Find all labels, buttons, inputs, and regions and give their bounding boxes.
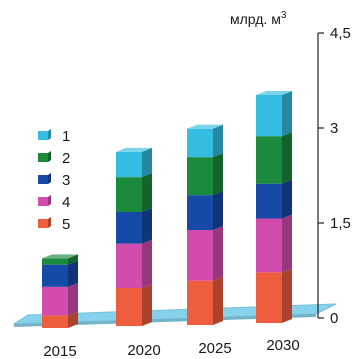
bar-segment-3-2025: [187, 195, 213, 230]
bar-segment-1-2025: [187, 128, 213, 158]
legend-label: 3: [62, 172, 70, 189]
bar-segment-2-2015: [42, 258, 68, 265]
bar-segment-3-2015: [42, 264, 68, 287]
legend-label: 5: [62, 216, 70, 233]
bar-segment-1-2020: [116, 151, 142, 178]
bar-segment-3-2020: [116, 212, 142, 244]
bar-segment-side-5-2025: [213, 276, 223, 325]
legend-swatch-side: [48, 195, 51, 206]
bar-segment-side-2-2020: [142, 173, 152, 212]
x-category-label: 2025: [198, 340, 231, 357]
legend-swatch: [38, 131, 48, 140]
bar-segment-side-3-2030: [282, 179, 292, 219]
bar-segment-1-2030: [256, 95, 282, 137]
bar-segment-5-2025: [187, 280, 213, 325]
bar-top-2030: [256, 91, 292, 95]
x-category-label: 2020: [127, 342, 160, 359]
chart-floor-edge: [14, 314, 316, 327]
legend-swatch-side: [48, 173, 51, 184]
legend-item-4: 4: [38, 194, 70, 211]
legend-label: 4: [62, 194, 70, 211]
bar-segment-side-5-2030: [282, 268, 292, 323]
bar-segment-side-4-2020: [142, 239, 152, 288]
legend-swatch-side: [48, 129, 51, 140]
legend-label: 2: [62, 150, 70, 167]
legend-item-2: 2: [38, 150, 70, 167]
bar-segment-5-2015: [42, 315, 68, 328]
legend-item-5: 5: [38, 216, 70, 233]
bar-segment-4-2015: [42, 286, 68, 316]
legend-item-3: 3: [38, 172, 70, 189]
bar-segment-side-2-2015: [68, 254, 78, 265]
bar-segment-4-2030: [256, 218, 282, 273]
bar-segment-side-1-2030: [282, 91, 292, 137]
legend-swatch: [38, 219, 48, 228]
bar-segment-side-3-2020: [142, 208, 152, 244]
bar-stack-2015: [42, 254, 78, 328]
legend-swatch-side: [48, 151, 51, 162]
bar-segment-side-5-2015: [68, 311, 78, 328]
bar-segment-5-2020: [116, 288, 142, 326]
bar-segment-side-5-2020: [142, 284, 152, 326]
bar-segment-side-1-2025: [213, 124, 223, 158]
bar-stack-2025: [187, 124, 223, 325]
y-tick-label: 0: [330, 310, 338, 327]
bar-top-2015: [42, 254, 78, 259]
bar-segment-4-2020: [116, 243, 142, 288]
bar-segment-side-4-2015: [68, 282, 78, 316]
bar-segment-4-2025: [187, 230, 213, 281]
y-tick-label: 1,5: [330, 215, 351, 232]
x-category-label: 2030: [266, 337, 299, 354]
legend-swatch-side: [48, 217, 51, 228]
bar-top-2025: [187, 124, 223, 129]
bar-stack-2030: [256, 91, 292, 323]
bar-segment-2-2020: [116, 177, 142, 212]
legend-swatch: [38, 197, 48, 206]
bar-segment-5-2030: [256, 272, 282, 323]
bar-segment-2-2025: [187, 157, 213, 196]
bar-segment-side-2-2030: [282, 132, 292, 184]
bar-segment-3-2030: [256, 183, 282, 219]
bar-stack-2020: [116, 147, 152, 326]
x-category-label: 2015: [43, 343, 76, 359]
legend-label: 1: [62, 128, 70, 145]
legend-item-1: 1: [38, 128, 70, 145]
y-axis-unit-superscript: 3: [281, 10, 287, 21]
y-tick-label: 4,5: [330, 25, 351, 42]
legend-swatch: [38, 175, 48, 184]
bar-top-2020: [116, 147, 152, 152]
bar-segment-side-2-2025: [213, 153, 223, 196]
bar-segment-side-1-2020: [142, 147, 152, 178]
bar-segment-side-4-2025: [213, 226, 223, 281]
y-axis-unit-label: млрд. м3: [230, 10, 287, 27]
legend-swatch: [38, 153, 48, 162]
bar-segment-side-3-2015: [68, 260, 78, 287]
y-tick-label: 3: [330, 120, 338, 137]
bar-segment-side-4-2030: [282, 214, 292, 273]
bar-segment-2-2030: [256, 136, 282, 184]
bar-segment-side-3-2025: [213, 191, 223, 230]
